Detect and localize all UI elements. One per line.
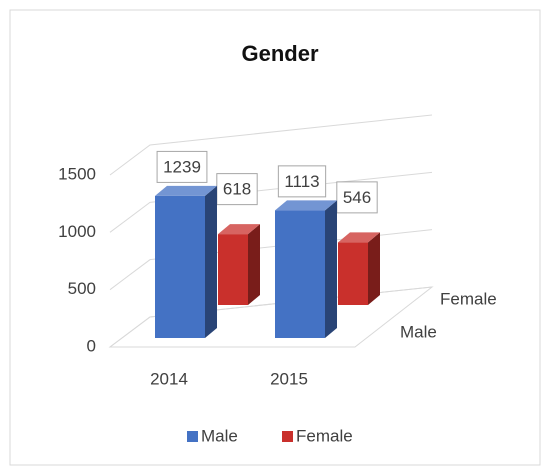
bar-top — [338, 232, 380, 243]
legend-label: Male — [201, 426, 238, 445]
chart-title: Gender — [241, 41, 318, 66]
bar-side — [205, 185, 217, 338]
legend-label: Female — [296, 426, 353, 445]
bar-side — [368, 232, 380, 305]
y-tick-label: 500 — [68, 279, 96, 298]
data-label: 618 — [223, 180, 251, 199]
y-tick-label: 1000 — [58, 222, 96, 241]
data-label-box — [156, 150, 208, 183]
data-label-box — [216, 173, 258, 206]
grid-line — [109, 114, 433, 176]
y-tick-label: 0 — [87, 336, 96, 355]
depth-label: Female — [440, 289, 497, 308]
bar-side — [248, 224, 260, 305]
legend-swatch — [187, 431, 198, 442]
data-label: 1113 — [284, 172, 319, 191]
bar-top — [218, 224, 260, 235]
floor — [108, 286, 434, 348]
bar-top — [275, 200, 337, 211]
bar — [155, 185, 217, 338]
y-tick-label: 1500 — [58, 164, 96, 183]
x-tick-label: 2015 — [270, 369, 308, 388]
bar — [218, 224, 260, 305]
bar-front — [275, 210, 325, 338]
bar-top — [155, 185, 217, 196]
x-tick-label: 2014 — [150, 369, 188, 388]
data-label-box — [277, 165, 327, 198]
data-label: 546 — [343, 188, 371, 207]
data-label-box — [336, 181, 378, 214]
depth-label: Male — [400, 322, 437, 341]
bar — [338, 232, 380, 305]
legend-swatch — [282, 431, 293, 442]
bar — [275, 200, 337, 338]
bar-front — [155, 195, 205, 338]
data-label: 1239 — [163, 157, 201, 176]
bar-front — [218, 234, 248, 305]
bar-side — [325, 200, 337, 338]
bar-front — [338, 242, 368, 305]
grid-line — [109, 229, 433, 291]
